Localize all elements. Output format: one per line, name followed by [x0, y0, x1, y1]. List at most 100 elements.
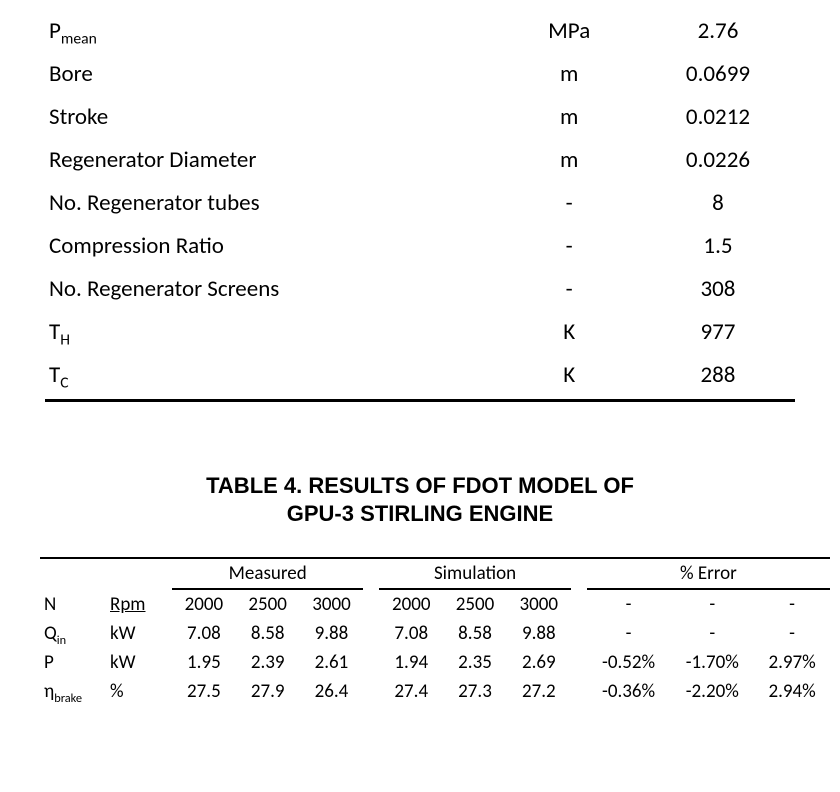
simulation-cell: 2.35 [443, 648, 507, 677]
param-name: No. Regenerator tubes [45, 182, 497, 225]
row-unit: Rpm [106, 589, 172, 619]
spacer [571, 558, 587, 589]
parameter-row: PmeanMPa2.76 [45, 10, 795, 53]
simulation-cell: 27.2 [507, 677, 571, 706]
measured-cell: 7.08 [172, 619, 236, 648]
group-error: % Error [587, 558, 830, 589]
param-unit: - [497, 268, 641, 311]
spacer [571, 589, 587, 619]
row-unit: % [106, 677, 172, 706]
simulation-cell: 2.69 [507, 648, 571, 677]
param-value: 0.0212 [641, 96, 795, 139]
spacer [363, 677, 379, 706]
param-name: TH [45, 311, 497, 354]
param-unit: MPa [497, 10, 641, 53]
parameter-row: No. Regenerator tubes-8 [45, 182, 795, 225]
parameter-row: Compression Ratio-1.5 [45, 225, 795, 268]
simulation-cell: 1.94 [379, 648, 443, 677]
simulation-cell: 2500 [443, 589, 507, 619]
param-name: Stroke [45, 96, 497, 139]
results-row: NRpm200025003000200025003000--- [40, 589, 830, 619]
param-unit: m [497, 53, 641, 96]
row-label: P [40, 648, 106, 677]
param-value: 308 [641, 268, 795, 311]
simulation-cell: 9.88 [507, 619, 571, 648]
error-cell: 2.97% [754, 648, 830, 677]
row-label: ηbrake [40, 677, 106, 706]
spacer [571, 677, 587, 706]
measured-cell: 2500 [236, 589, 300, 619]
table4-caption: TABLE 4. RESULTS OF FDOT MODEL OF GPU-3 … [40, 472, 800, 527]
param-value: 0.0699 [641, 53, 795, 96]
measured-cell: 3000 [300, 589, 364, 619]
results-table: Measured Simulation % Error NRpm20002500… [40, 557, 830, 706]
error-cell: -0.52% [587, 648, 671, 677]
param-unit: - [497, 182, 641, 225]
spacer [571, 648, 587, 677]
error-cell: -2.20% [670, 677, 754, 706]
simulation-cell: 3000 [507, 589, 571, 619]
parameter-row: TCK288 [45, 354, 795, 401]
simulation-cell: 27.4 [379, 677, 443, 706]
parameter-row: Regenerator Diameterm0.0226 [45, 139, 795, 182]
param-value: 8 [641, 182, 795, 225]
param-value: 0.0226 [641, 139, 795, 182]
caption-line1: TABLE 4. RESULTS OF FDOT MODEL OF [206, 473, 634, 498]
parameters-tbody: PmeanMPa2.76Borem0.0699Strokem0.0212Rege… [45, 10, 795, 401]
param-name: Bore [45, 53, 497, 96]
param-unit: K [497, 311, 641, 354]
simulation-cell: 8.58 [443, 619, 507, 648]
spacer [363, 619, 379, 648]
results-row: QinkW7.088.589.887.088.589.88--- [40, 619, 830, 648]
param-name: Compression Ratio [45, 225, 497, 268]
row-label: N [40, 589, 106, 619]
error-cell: - [670, 589, 754, 619]
measured-cell: 2.39 [236, 648, 300, 677]
parameter-row: Borem0.0699 [45, 53, 795, 96]
error-cell: - [587, 589, 671, 619]
row-unit: kW [106, 619, 172, 648]
spacer [363, 589, 379, 619]
param-value: 288 [641, 354, 795, 401]
parameter-row: THK977 [45, 311, 795, 354]
spacer [571, 619, 587, 648]
param-name: TC [45, 354, 497, 401]
measured-cell: 2000 [172, 589, 236, 619]
caption-line2: GPU-3 STIRLING ENGINE [287, 501, 553, 526]
parameters-table: PmeanMPa2.76Borem0.0699Strokem0.0212Rege… [45, 10, 795, 402]
error-cell: -0.36% [587, 677, 671, 706]
param-unit: m [497, 96, 641, 139]
measured-cell: 2.61 [300, 648, 364, 677]
error-cell: - [587, 619, 671, 648]
results-row: PkW1.952.392.611.942.352.69-0.52%-1.70%2… [40, 648, 830, 677]
blank-header [40, 558, 106, 589]
param-unit: K [497, 354, 641, 401]
error-cell: -1.70% [670, 648, 754, 677]
results-group-row: Measured Simulation % Error [40, 558, 830, 589]
spacer [363, 648, 379, 677]
param-name: Pmean [45, 10, 497, 53]
param-unit: m [497, 139, 641, 182]
measured-cell: 1.95 [172, 648, 236, 677]
simulation-cell: 7.08 [379, 619, 443, 648]
error-cell: - [754, 589, 830, 619]
error-cell: - [754, 619, 830, 648]
spacer [363, 558, 379, 589]
measured-cell: 8.58 [236, 619, 300, 648]
param-value: 1.5 [641, 225, 795, 268]
param-name: No. Regenerator Screens [45, 268, 497, 311]
error-cell: - [670, 619, 754, 648]
group-measured: Measured [172, 558, 363, 589]
simulation-cell: 2000 [379, 589, 443, 619]
param-unit: - [497, 225, 641, 268]
param-value: 977 [641, 311, 795, 354]
simulation-cell: 27.3 [443, 677, 507, 706]
measured-cell: 26.4 [300, 677, 364, 706]
group-simulation: Simulation [379, 558, 570, 589]
parameter-row: No. Regenerator Screens-308 [45, 268, 795, 311]
blank-header [106, 558, 172, 589]
param-name: Regenerator Diameter [45, 139, 497, 182]
measured-cell: 9.88 [300, 619, 364, 648]
param-value: 2.76 [641, 10, 795, 53]
parameter-row: Strokem0.0212 [45, 96, 795, 139]
